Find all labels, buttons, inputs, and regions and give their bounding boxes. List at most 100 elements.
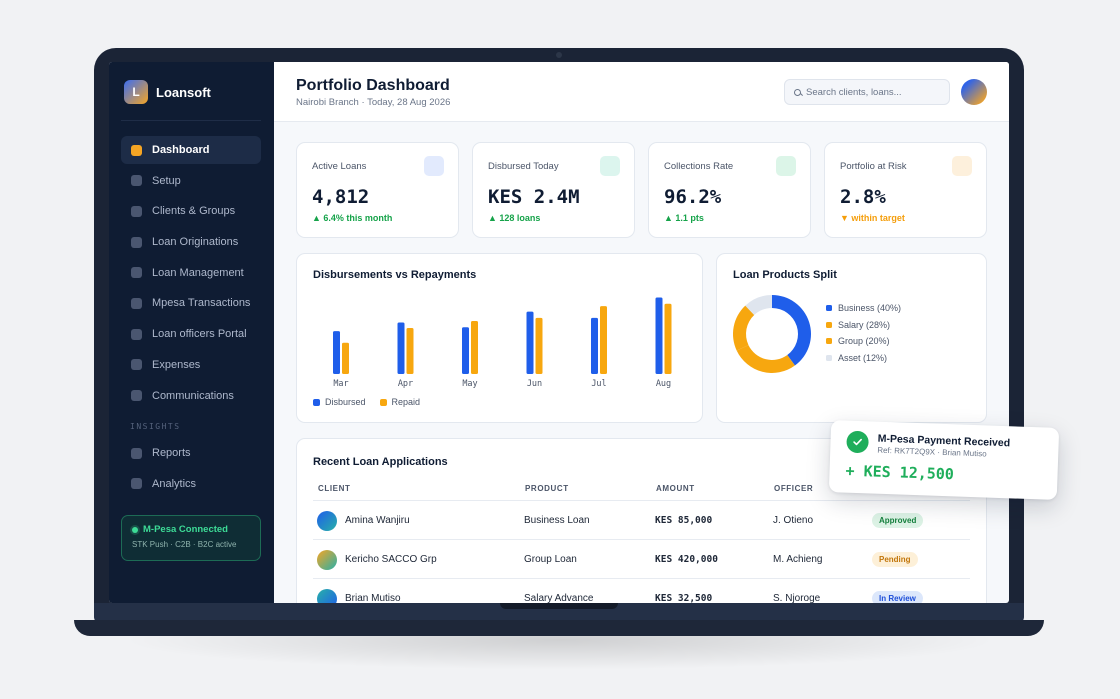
sidebar-item-label: Loan Originations bbox=[152, 236, 239, 249]
bar-disbursed-aug[interactable] bbox=[655, 297, 663, 374]
kpi-card-active-loans[interactable]: Active Loans 4,812 ▲ 6.4% this month bbox=[296, 142, 459, 238]
sidebar-item-loan-officers-portal[interactable]: Loan officers Portal bbox=[121, 320, 261, 348]
product: Business Loan bbox=[524, 515, 590, 526]
column-header-client[interactable]: CLIENT bbox=[318, 484, 351, 493]
main-content: Portfolio Dashboard Nairobi Branch · Tod… bbox=[274, 62, 1009, 603]
client-avatar bbox=[317, 588, 337, 603]
clients-icon bbox=[131, 205, 142, 217]
payment-toast[interactable]: M-Pesa Payment Received Ref: RK7T2Q9X · … bbox=[828, 420, 1060, 500]
sidebar-item-label: Expenses bbox=[152, 358, 201, 371]
kpi-label: Disbursed Today bbox=[488, 161, 559, 172]
bar-repaid-jul[interactable] bbox=[600, 306, 607, 374]
officer: J. Otieno bbox=[773, 515, 814, 526]
bar-repaid-apr[interactable] bbox=[406, 327, 414, 374]
sidebar: L Loansoft Dashboard Setup Clients & Gro… bbox=[109, 62, 274, 603]
legend-item-salary[interactable]: Salary (28%) bbox=[826, 317, 901, 334]
sidebar-item-reports[interactable]: Reports bbox=[121, 439, 261, 467]
kpi-delta: ▼ within target bbox=[840, 213, 905, 223]
donut-slice-group[interactable] bbox=[733, 305, 755, 351]
section-label-insights: INSIGHTS bbox=[130, 422, 181, 431]
app-screen: L Loansoft Dashboard Setup Clients & Gro… bbox=[109, 62, 1009, 603]
status-badge: Approved bbox=[872, 513, 924, 528]
bar-disbursed-may[interactable] bbox=[462, 327, 469, 374]
legend-item-repaid[interactable]: Repaid bbox=[379, 397, 420, 407]
risk-icon bbox=[952, 156, 972, 176]
sidebar-item-label: Communications bbox=[152, 389, 234, 402]
legend-item-group[interactable]: Group (20%) bbox=[826, 333, 901, 350]
mpesa-status-card[interactable]: M-Pesa Connected STK Push · C2B · B2C ac… bbox=[121, 515, 261, 561]
expenses-icon bbox=[131, 359, 142, 371]
table-row[interactable]: Amina Wanjiru Business Loan KES 85,000 J… bbox=[313, 501, 970, 540]
header: Portfolio Dashboard Nairobi Branch · Tod… bbox=[274, 62, 1009, 122]
collections-icon bbox=[776, 156, 796, 176]
check-icon bbox=[846, 430, 869, 454]
client-avatar bbox=[317, 510, 337, 531]
loan-management-icon bbox=[131, 267, 142, 279]
x-tick-label: Apr bbox=[398, 379, 413, 389]
user-avatar[interactable] bbox=[961, 79, 987, 105]
mpesa-icon bbox=[131, 297, 142, 309]
sidebar-item-setup[interactable]: Setup bbox=[121, 167, 261, 195]
status-badge: In Review bbox=[872, 591, 923, 603]
mpesa-status-subtitle: STK Push · C2B · B2C active bbox=[132, 540, 237, 549]
disbursed-icon bbox=[600, 156, 620, 176]
kpi-value: KES 2.4M bbox=[488, 186, 580, 208]
legend-label: Group (20%) bbox=[838, 336, 890, 347]
brand[interactable]: L Loansoft bbox=[124, 80, 211, 104]
sidebar-item-mpesa-transactions[interactable]: Mpesa Transactions bbox=[121, 289, 261, 317]
donut-slice-asset[interactable] bbox=[745, 295, 772, 316]
donut-slice-salary[interactable] bbox=[736, 345, 795, 373]
kpi-card-portfolio-at-risk[interactable]: Portfolio at Risk 2.8% ▼ within target bbox=[824, 142, 987, 238]
status-badge: Pending bbox=[872, 552, 918, 567]
amount: KES 32,500 bbox=[655, 593, 713, 603]
sidebar-item-loan-management[interactable]: Loan Management bbox=[121, 259, 261, 287]
officer: M. Achieng bbox=[773, 554, 823, 565]
donut-slice-business[interactable] bbox=[772, 295, 811, 366]
bar-disbursed-jun[interactable] bbox=[526, 311, 534, 374]
kpi-delta: ▲ 128 loans bbox=[488, 213, 541, 223]
sidebar-item-expenses[interactable]: Expenses bbox=[121, 351, 261, 379]
kpi-card-collections-rate[interactable]: Collections Rate 96.2% ▲ 1.1 pts bbox=[648, 142, 811, 238]
sidebar-item-analytics[interactable]: Analytics bbox=[121, 470, 261, 498]
search-icon bbox=[794, 88, 801, 96]
bar-repaid-aug[interactable] bbox=[664, 303, 672, 374]
bar-repaid-mar[interactable] bbox=[342, 342, 349, 374]
donut-legend: Business (40%) Salary (28%) Group (20%) … bbox=[826, 300, 901, 366]
app-name: Loansoft bbox=[156, 84, 211, 100]
sidebar-nav: Dashboard Setup Clients & Groups Loan Or… bbox=[121, 136, 261, 412]
search-input[interactable]: Search clients, loans... bbox=[784, 79, 950, 105]
amount: KES 85,000 bbox=[655, 515, 713, 526]
laptop-base bbox=[74, 620, 1044, 636]
bar-chart-legend: Disbursed Repaid bbox=[313, 397, 434, 407]
legend-item-business[interactable]: Business (40%) bbox=[826, 300, 901, 317]
bar-repaid-may[interactable] bbox=[471, 320, 478, 374]
kpi-value: 2.8% bbox=[840, 186, 886, 208]
legend-label: Business (40%) bbox=[838, 303, 902, 314]
bar-disbursed-apr[interactable] bbox=[397, 322, 405, 374]
bar-disbursed-jul[interactable] bbox=[591, 317, 598, 374]
kpi-delta: ▲ 1.1 pts bbox=[664, 213, 704, 223]
analytics-icon bbox=[131, 478, 142, 490]
amount: KES 420,000 bbox=[655, 554, 718, 565]
column-header-officer[interactable]: OFFICER bbox=[774, 484, 814, 493]
sidebar-item-label: Analytics bbox=[152, 477, 197, 490]
column-header-product[interactable]: PRODUCT bbox=[525, 484, 569, 493]
card-title: Disbursements vs Repayments bbox=[313, 269, 477, 281]
kpi-card-disbursed-today[interactable]: Disbursed Today KES 2.4M ▲ 128 loans bbox=[472, 142, 635, 238]
bar-repaid-jun[interactable] bbox=[535, 317, 543, 374]
table-row[interactable]: Kericho SACCO Grp Group Loan KES 420,000… bbox=[313, 540, 970, 579]
legend-item-disbursed[interactable]: Disbursed bbox=[313, 397, 366, 407]
legend-item-asset[interactable]: Asset (12%) bbox=[826, 350, 901, 367]
client-name: Kericho SACCO Grp bbox=[345, 554, 437, 565]
column-header-amount[interactable]: AMOUNT bbox=[656, 484, 695, 493]
sidebar-item-loan-originations[interactable]: Loan Originations bbox=[121, 228, 261, 256]
table-row[interactable]: Brian Mutiso Salary Advance KES 32,500 S… bbox=[313, 579, 970, 603]
bar-chart: Mar Apr May Jun Jul Aug bbox=[333, 297, 672, 389]
sidebar-item-communications[interactable]: Communications bbox=[121, 382, 261, 410]
sidebar-item-clients-groups[interactable]: Clients & Groups bbox=[121, 197, 261, 225]
officers-icon bbox=[131, 328, 142, 340]
kpi-label: Collections Rate bbox=[664, 161, 734, 172]
bar-disbursed-mar[interactable] bbox=[333, 331, 340, 374]
donut-chart-card: Loan Products Split Business (40%) Salar… bbox=[716, 253, 987, 423]
sidebar-item-dashboard[interactable]: Dashboard bbox=[121, 136, 261, 164]
